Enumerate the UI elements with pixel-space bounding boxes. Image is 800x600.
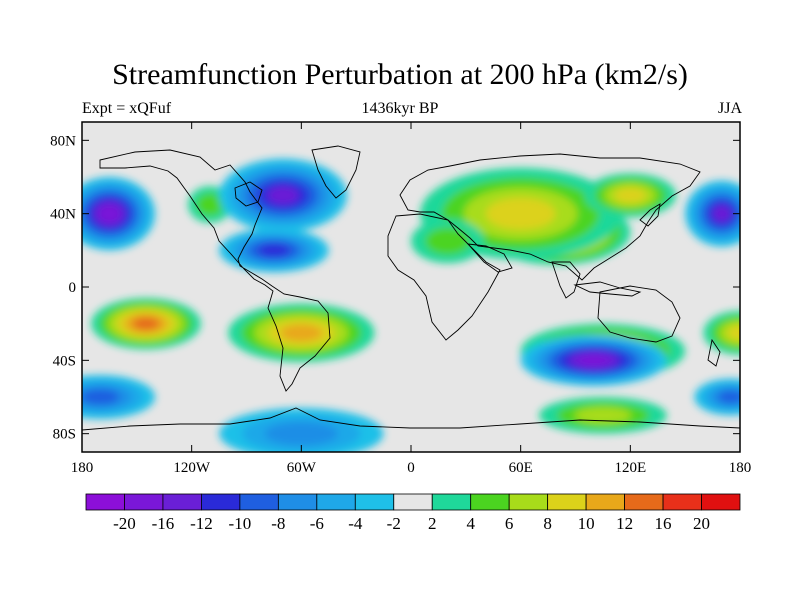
y-tick-label: 40S	[53, 353, 76, 369]
x-tick-label: 120W	[173, 460, 211, 476]
field-feature	[584, 173, 677, 218]
time-label: 1436kyr BP	[361, 100, 439, 117]
y-tick-label: 80S	[53, 427, 76, 443]
colorbar-label: -12	[190, 514, 213, 533]
colorbar-label: 10	[578, 514, 595, 533]
coast-australia	[597, 285, 681, 343]
y-axis: 80N 40N 0 40S 80S	[50, 133, 740, 443]
coast-africa	[387, 213, 501, 341]
field-feature	[219, 228, 329, 273]
colorbar-label: -4	[348, 514, 363, 533]
colorbar-label: 4	[466, 514, 475, 533]
field-feature	[520, 334, 667, 387]
field-contour	[196, 193, 224, 216]
coast-india	[551, 261, 581, 299]
coast-indonesia	[573, 281, 642, 297]
season-label: JJA	[717, 100, 742, 117]
field-feature	[219, 408, 384, 452]
field-contour	[718, 390, 740, 404]
field-feature	[694, 378, 740, 416]
colorbar-swatch	[162, 493, 202, 511]
field-feature	[685, 180, 740, 247]
field-feature	[219, 158, 348, 232]
x-tick-label: 60E	[509, 460, 533, 476]
field-feature	[82, 177, 156, 251]
colorbar-label: -8	[271, 514, 285, 533]
field-contour	[578, 354, 610, 366]
colorbar-label: -20	[113, 514, 136, 533]
colorbar-swatch	[393, 493, 433, 511]
x-tick-label: 60W	[287, 460, 317, 476]
colorbar-label: -16	[152, 514, 175, 533]
x-tick-label: 0	[407, 460, 415, 476]
x-tick-label: 180	[71, 460, 94, 476]
field-feature	[228, 303, 375, 363]
colorbar-swatch	[85, 493, 125, 511]
colorbar-label: -6	[310, 514, 324, 533]
colorbar-swatch	[547, 493, 587, 511]
x-axis: 180 120W 60W 0 60E 120E 180	[71, 122, 752, 476]
field-contour	[727, 325, 740, 341]
coast-europe-asia	[399, 153, 701, 281]
colorbar-swatch	[470, 493, 510, 511]
field-feature	[82, 375, 156, 419]
coast-hudson	[234, 181, 263, 207]
y-tick-label: 80N	[50, 133, 76, 149]
x-tick-label: 180	[729, 460, 752, 476]
field-contour	[258, 244, 290, 257]
field-contour	[264, 422, 338, 446]
field-contour	[280, 324, 323, 342]
colorbar-swatch	[624, 493, 664, 511]
colorbar-swatch	[701, 493, 741, 511]
colorbar-label: 16	[655, 514, 672, 533]
experiment-label: Expt = xQFuf	[82, 100, 172, 117]
coast-antarctica	[82, 407, 740, 431]
colorbar: -20 -16 -12 -10 -8 -6 -4 -2 2 4 6 8 10 12 16 20	[85, 493, 741, 533]
field-contour	[82, 389, 120, 405]
field-contour	[425, 227, 471, 255]
y-tick-label: 0	[69, 280, 77, 296]
field-feature	[91, 298, 201, 350]
field-contour	[132, 317, 160, 330]
field-feature	[420, 167, 622, 260]
colorbar-swatch	[662, 493, 702, 511]
colorbar-swatch	[431, 493, 472, 511]
field-contour	[99, 205, 120, 222]
colorbar-swatch	[239, 493, 279, 511]
coast-north-america	[99, 149, 331, 392]
colorbar-swatch	[201, 493, 241, 511]
map-area	[82, 122, 740, 452]
field-feature	[703, 310, 740, 355]
colorbar-label: 6	[505, 514, 514, 533]
colorbar-label: 12	[616, 514, 633, 533]
coast-greenland	[311, 145, 361, 199]
colorbar-swatch	[354, 493, 395, 511]
colorbar-label: 20	[693, 514, 710, 533]
streamfunction-field	[82, 158, 740, 452]
colorbar-label: -10	[229, 514, 252, 533]
colorbar-swatch	[277, 493, 318, 511]
field-contour	[712, 205, 731, 222]
colorbar-label: 2	[428, 514, 437, 533]
coast-japan	[639, 203, 661, 227]
field-contour	[485, 197, 556, 230]
coastlines	[82, 145, 740, 431]
y-tick-label: 40N	[50, 207, 76, 223]
field-feature	[538, 397, 667, 434]
field-feature	[411, 219, 485, 264]
colorbar-swatch	[585, 493, 625, 511]
coast-new-zealand	[707, 338, 721, 367]
colorbar-swatch	[316, 493, 356, 511]
colorbar-swatch	[508, 493, 549, 511]
colorbar-swatch	[124, 493, 164, 511]
x-tick-label: 120E	[614, 460, 646, 476]
map-title: Streamfunction Perturbation at 200 hPa (…	[112, 58, 688, 91]
field-contour	[267, 186, 299, 205]
colorbar-label: 8	[543, 514, 552, 533]
field-contour	[614, 187, 647, 203]
colorbar-label: -2	[387, 514, 401, 533]
coast-arabia	[466, 243, 513, 273]
field-contour	[574, 407, 632, 424]
